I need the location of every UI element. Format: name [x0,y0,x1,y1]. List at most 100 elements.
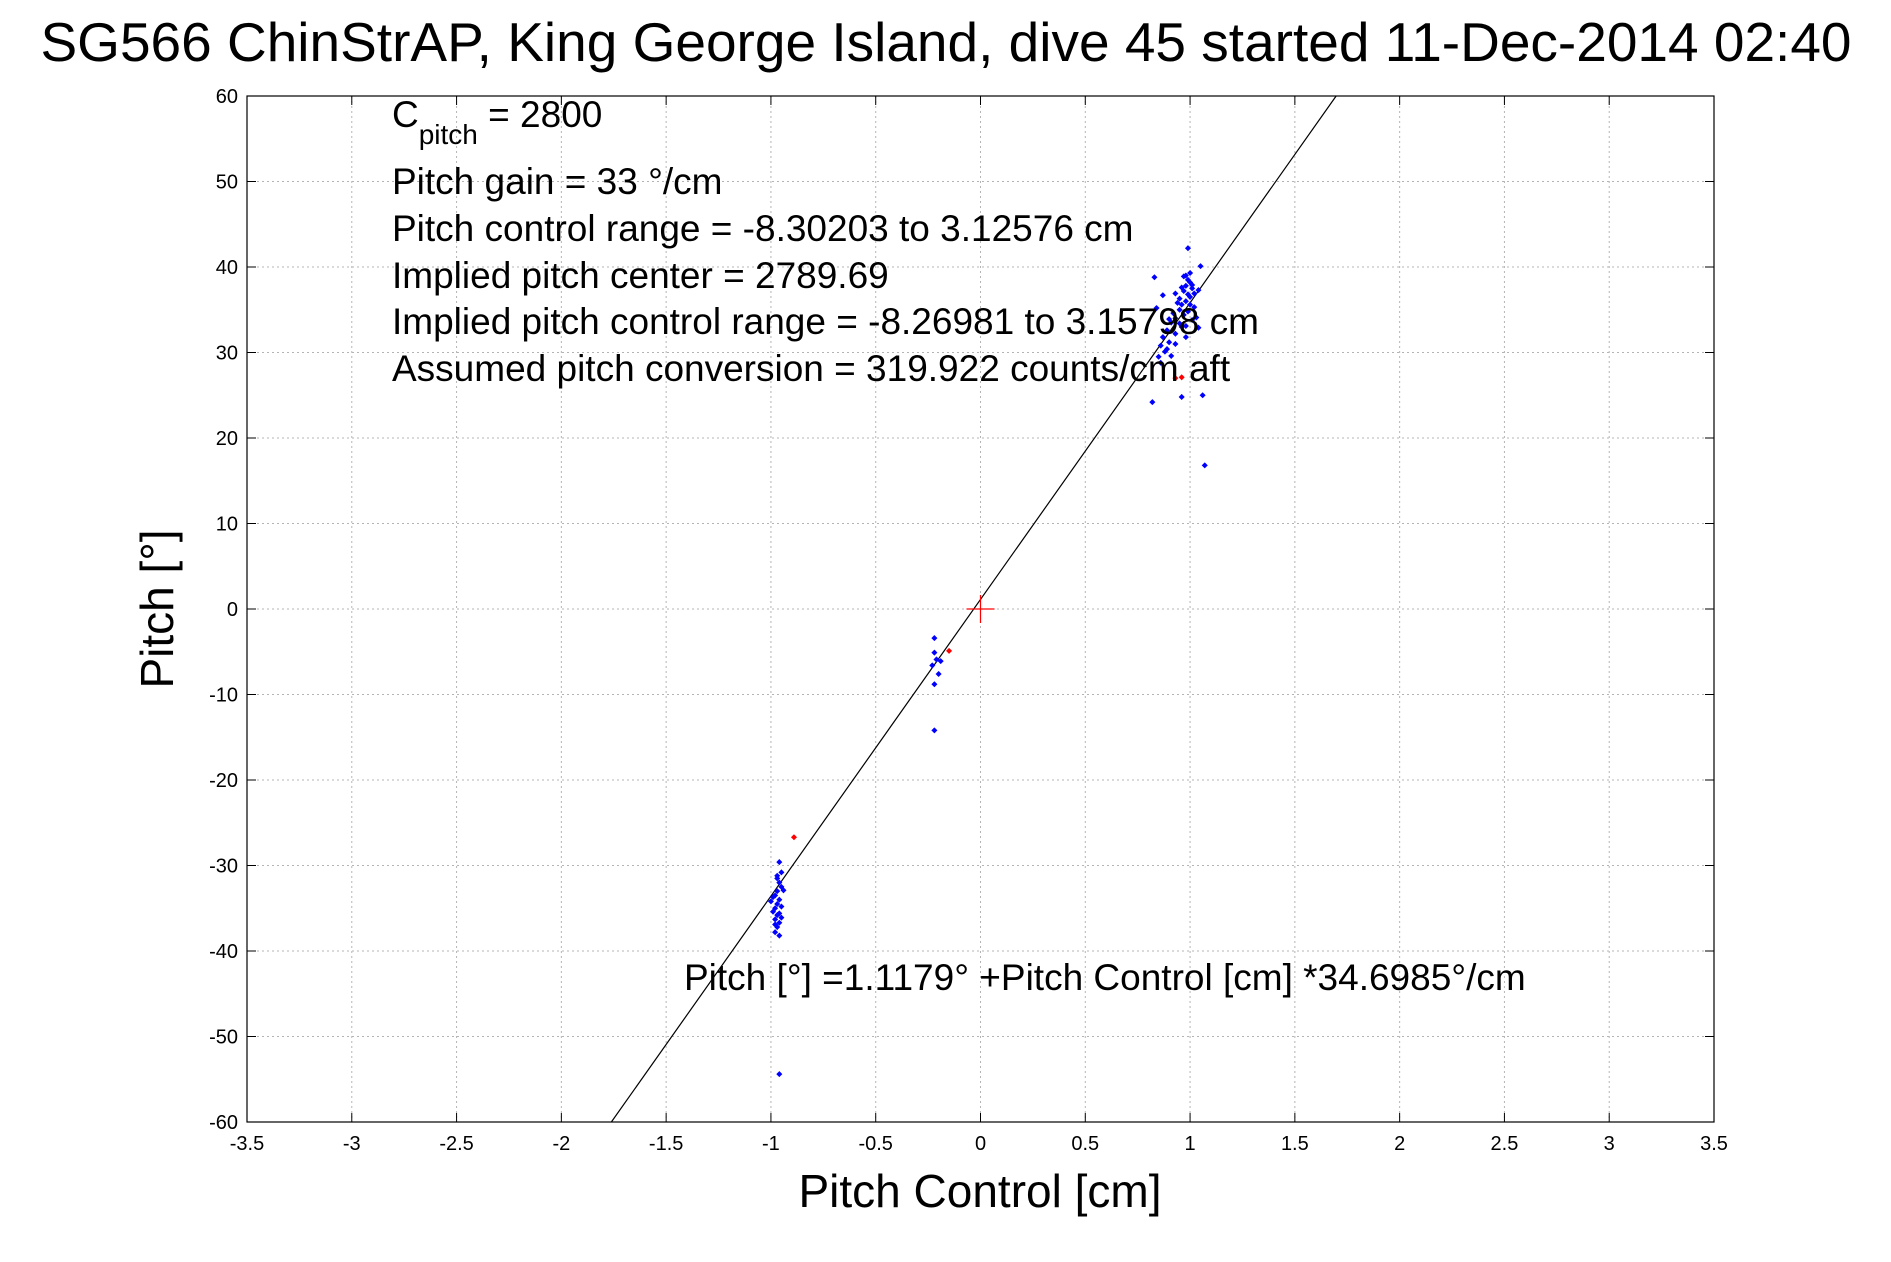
center-marker-group [966,595,995,623]
data-point-blue [1172,340,1179,347]
data-point-blue [769,908,777,915]
chart-title: SG566 ChinStrAP, King George Island, div… [40,11,1851,73]
data-point-blue [1172,330,1179,337]
c-pitch-main: C [392,94,419,135]
data-point-blue [1184,308,1192,315]
data-point-red [946,647,953,654]
annotation-implied-pitch-center: Implied pitch center = 2789.69 [392,255,889,296]
x-tick-label: 0.5 [1071,1133,1099,1155]
x-tick-label: -3.5 [230,1133,264,1155]
y-tick-label: -40 [209,941,238,963]
data-point-blue [778,869,785,876]
data-point-blue [1182,334,1189,341]
x-tick-label: 0 [975,1133,986,1155]
data-point-blue [937,658,944,665]
data-point-blue [1189,285,1196,292]
data-point-blue [776,932,783,939]
annotation-assumed-conversion: Assumed pitch conversion = 319.922 count… [392,348,1231,389]
data-point-blue [933,656,940,663]
data-point-blue [769,894,777,901]
y-tick-label: -10 [209,685,238,707]
data-point-blue [1193,314,1200,321]
data-point-blue [1187,269,1194,277]
data-point-blue [1187,301,1194,308]
annotation-c-pitch: Cpitch = 2800 [392,94,602,150]
data-point-blue [1168,352,1175,359]
y-tick-label: -60 [209,1112,238,1134]
data-point-blue [776,1071,783,1078]
data-point-blue [1182,298,1189,305]
data-point-blue [1155,353,1162,360]
y-tick-labels: 60 50 40 30 20 10 0 -10 -20 -30 -40 -50 -60 [209,86,238,1134]
x-tick-label: -0.5 [858,1133,892,1155]
data-point-blue [774,888,781,895]
data-point-blue [1176,295,1183,302]
data-point-blue [1166,339,1173,346]
y-tick-label: -30 [209,856,238,878]
data-point-blue [1199,392,1206,399]
data-point-blue [1180,311,1187,318]
axis-ticks [246,95,1715,1123]
x-tick-label: -1 [762,1133,780,1155]
data-point-blue [1195,324,1202,331]
data-point-blue [772,929,779,936]
data-point-blue [931,727,938,734]
c-pitch-value: = 2800 [478,94,602,135]
data-point-blue [1197,263,1204,270]
data-point-blue [1157,359,1164,366]
c-pitch-sub: pitch [419,119,478,150]
x-tick-label: 2 [1394,1133,1405,1155]
x-tick-label: 1 [1185,1133,1196,1155]
data-point-blue [1176,320,1183,327]
y-tick-label: 20 [216,428,238,450]
data-point-blue [1176,306,1183,313]
data-point-blue [935,670,942,678]
y-tick-label: 40 [216,257,238,279]
data-point-blue [776,859,783,866]
data-point-blue [776,919,783,926]
data-point-blue [1159,334,1166,341]
data-point-blue [778,903,785,910]
data-point-blue [1163,346,1171,353]
data-point-blue [1178,393,1185,400]
data-point-blue [1159,292,1166,299]
data-point-red [1172,375,1179,382]
grid [247,96,1714,1122]
x-axis-label: Pitch Control [cm] [799,1165,1162,1217]
annotation-implied-control-range: Implied pitch control range = -8.26981 t… [392,301,1259,342]
data-point-blue [1182,322,1189,330]
data-point-blue [776,879,783,886]
data-point-blue [1187,293,1194,300]
data-point-blue [767,898,774,905]
data-point-blue [1153,305,1160,312]
data-point-blue [774,872,781,879]
data-point-blue [1174,299,1181,306]
y-tick-label: 10 [216,514,238,536]
data-point-blue [1201,462,1208,469]
data-point-blue [1172,315,1179,322]
data-point-blue [931,681,938,688]
data-point-blue [1178,301,1185,308]
data-point-blue [1151,274,1158,281]
data-point-blue [1184,245,1192,252]
data-point-blue [929,662,936,669]
x-tick-label: 1.5 [1281,1133,1309,1155]
x-tick-label: 2.5 [1491,1133,1519,1155]
data-point-blue [1172,290,1179,297]
data-point-blue [1191,304,1198,311]
x-tick-label: -2.5 [439,1133,473,1155]
x-tick-label: -2 [552,1133,570,1155]
fit-equation: Pitch [°] =1.1179° +Pitch Control [cm] *… [684,957,1526,998]
x-tick-label: 3 [1604,1133,1615,1155]
y-tick-label: 50 [216,172,238,194]
y-tick-label: -20 [209,770,238,792]
data-point-blue [1170,310,1177,317]
data-point-blue [1189,281,1196,288]
scatter-points [767,245,1208,1078]
data-point-blue [1195,287,1202,294]
y-tick-label: 60 [216,86,238,108]
data-point-blue [1182,282,1189,289]
data-point-blue [1157,342,1164,349]
data-point-blue [1163,327,1171,334]
